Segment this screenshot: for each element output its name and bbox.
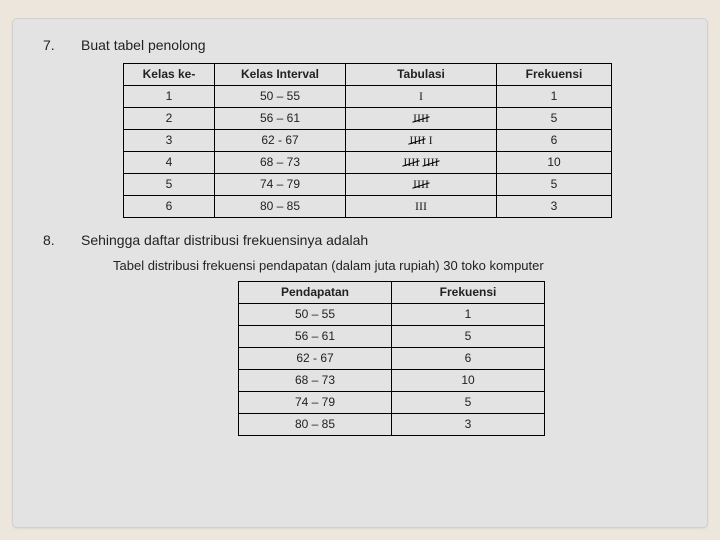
- cell-tabulasi: IIII: [346, 108, 497, 130]
- table-row: 362 - 67IIII I6: [124, 130, 612, 152]
- table-row: 62 - 676: [239, 348, 545, 370]
- cell-interval: 80 – 85: [215, 196, 346, 218]
- cell-kelas-ke: 4: [124, 152, 215, 174]
- page: 7. Buat tabel penolong Kelas ke- Kelas I…: [0, 0, 720, 540]
- cell-tabulasi: III: [346, 196, 497, 218]
- cell-kelas-ke: 5: [124, 174, 215, 196]
- cell-kelas-ke: 3: [124, 130, 215, 152]
- cell-interval: 50 – 55: [215, 86, 346, 108]
- col-tabulasi: Tabulasi: [346, 64, 497, 86]
- col-pendapatan: Pendapatan: [239, 282, 392, 304]
- list-item-8: 8. Sehingga daftar distribusi frekuensin…: [43, 232, 687, 248]
- cell-kelas-ke: 1: [124, 86, 215, 108]
- cell-tabulasi: I: [346, 86, 497, 108]
- table-row: 468 – 73IIII IIII10: [124, 152, 612, 174]
- item-number-8: 8.: [43, 232, 81, 248]
- col-frekuensi: Frekuensi: [497, 64, 612, 86]
- cell-frekuensi: 3: [497, 196, 612, 218]
- cell-interval: 68 – 73: [215, 152, 346, 174]
- table-header-row: Pendapatan Frekuensi: [239, 282, 545, 304]
- col-kelas-interval: Kelas Interval: [215, 64, 346, 86]
- cell-kelas-ke: 2: [124, 108, 215, 130]
- cell-pendapatan: 50 – 55: [239, 304, 392, 326]
- list-item-7: 7. Buat tabel penolong: [43, 37, 687, 53]
- cell-frekuensi: 5: [392, 392, 545, 414]
- cell-tabulasi: IIII: [346, 174, 497, 196]
- cell-interval: 56 – 61: [215, 108, 346, 130]
- cell-frekuensi: 3: [392, 414, 545, 436]
- cell-frekuensi: 5: [497, 174, 612, 196]
- cell-kelas-ke: 6: [124, 196, 215, 218]
- cell-tabulasi: IIII I: [346, 130, 497, 152]
- item-number-7: 7.: [43, 37, 81, 53]
- cell-pendapatan: 74 – 79: [239, 392, 392, 414]
- cell-pendapatan: 62 - 67: [239, 348, 392, 370]
- table-row: 74 – 795: [239, 392, 545, 414]
- table-row: 150 – 55I1: [124, 86, 612, 108]
- table-row: 256 – 61IIII5: [124, 108, 612, 130]
- table-row: 680 – 85III3: [124, 196, 612, 218]
- col-frekuensi: Frekuensi: [392, 282, 545, 304]
- cell-pendapatan: 56 – 61: [239, 326, 392, 348]
- cell-interval: 74 – 79: [215, 174, 346, 196]
- cell-tabulasi: IIII IIII: [346, 152, 497, 174]
- table-row: 50 – 551: [239, 304, 545, 326]
- cell-frekuensi: 6: [497, 130, 612, 152]
- table2-container: Pendapatan Frekuensi 50 – 55156 – 61562 …: [238, 281, 687, 436]
- cell-frekuensi: 5: [497, 108, 612, 130]
- item-text-7: Buat tabel penolong: [81, 37, 687, 53]
- table-row: 574 – 79IIII5: [124, 174, 612, 196]
- cell-pendapatan: 80 – 85: [239, 414, 392, 436]
- col-kelas-ke: Kelas ke-: [124, 64, 215, 86]
- cell-frekuensi: 1: [392, 304, 545, 326]
- table-row: 56 – 615: [239, 326, 545, 348]
- table-row: 68 – 7310: [239, 370, 545, 392]
- table2-caption: Tabel distribusi frekuensi pendapatan (d…: [113, 258, 687, 273]
- cell-frekuensi: 10: [392, 370, 545, 392]
- table-row: 80 – 853: [239, 414, 545, 436]
- cell-interval: 62 - 67: [215, 130, 346, 152]
- table-header-row: Kelas ke- Kelas Interval Tabulasi Frekue…: [124, 64, 612, 86]
- distribution-table: Pendapatan Frekuensi 50 – 55156 – 61562 …: [238, 281, 545, 436]
- table1-container: Kelas ke- Kelas Interval Tabulasi Frekue…: [123, 63, 687, 218]
- helper-table: Kelas ke- Kelas Interval Tabulasi Frekue…: [123, 63, 612, 218]
- content-panel: 7. Buat tabel penolong Kelas ke- Kelas I…: [12, 18, 708, 528]
- cell-frekuensi: 5: [392, 326, 545, 348]
- cell-frekuensi: 10: [497, 152, 612, 174]
- item-text-8: Sehingga daftar distribusi frekuensinya …: [81, 232, 687, 248]
- cell-frekuensi: 1: [497, 86, 612, 108]
- cell-frekuensi: 6: [392, 348, 545, 370]
- cell-pendapatan: 68 – 73: [239, 370, 392, 392]
